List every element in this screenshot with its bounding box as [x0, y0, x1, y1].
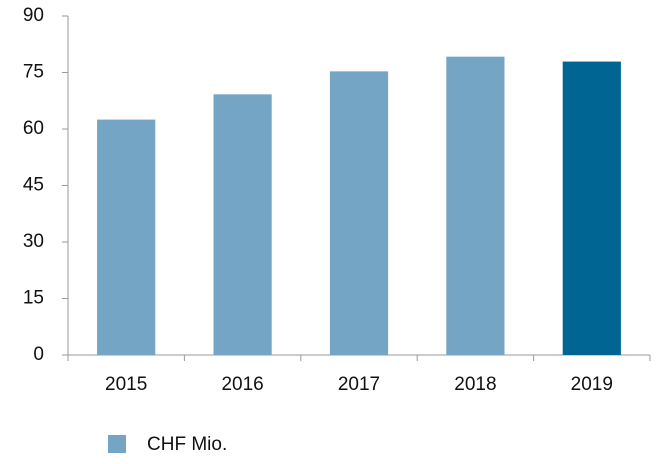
x-tick-label: 2018 [454, 374, 496, 395]
y-tick-label: 30 [23, 231, 44, 252]
y-tick-label: 15 [23, 288, 44, 309]
y-tick-label: 0 [33, 344, 44, 365]
bar [213, 94, 272, 355]
y-tick-label: 75 [23, 62, 44, 83]
legend-swatch [108, 435, 126, 453]
bar [329, 71, 389, 356]
legend-label: CHF Mio. [147, 434, 227, 455]
y-tick-label: 45 [23, 175, 44, 196]
y-tick-label: 90 [23, 5, 44, 26]
y-tick-label: 60 [23, 118, 44, 139]
bar [97, 119, 156, 355]
x-tick-label: 2016 [221, 374, 263, 395]
x-tick-label: 2019 [571, 374, 613, 395]
bar [562, 61, 621, 356]
bar [446, 56, 505, 356]
x-tick-label: 2017 [338, 374, 380, 395]
x-tick-label: 2015 [105, 374, 147, 395]
